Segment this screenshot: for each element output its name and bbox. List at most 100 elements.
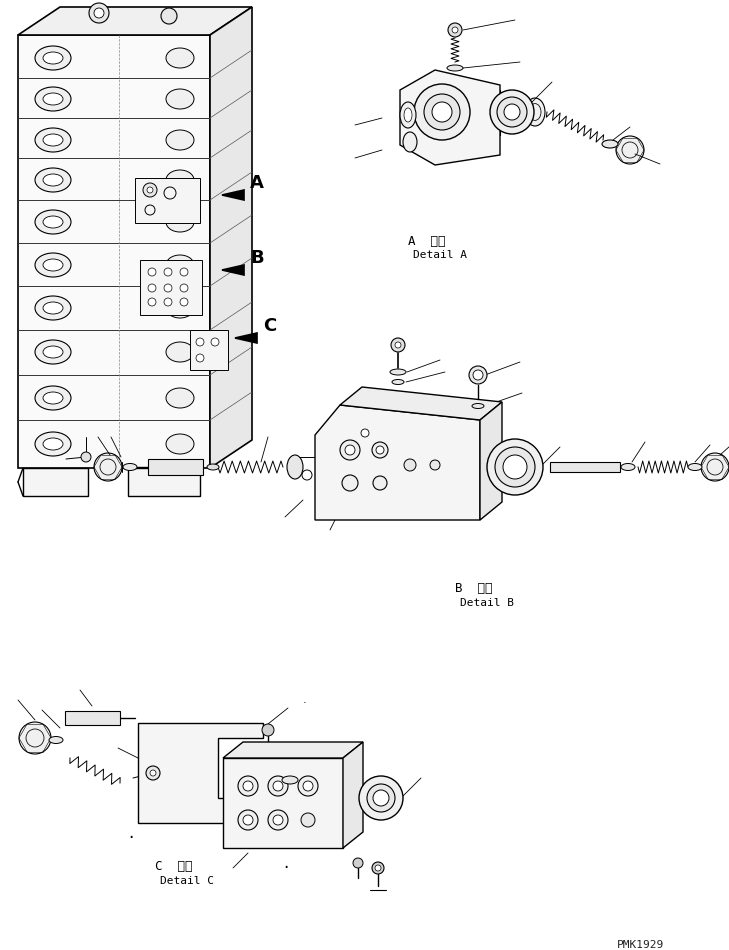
Text: ·: · <box>303 698 307 708</box>
Circle shape <box>243 781 253 791</box>
Circle shape <box>372 862 384 874</box>
Ellipse shape <box>392 379 404 385</box>
Ellipse shape <box>35 340 71 364</box>
Text: B  詳細: B 詳細 <box>455 582 493 595</box>
Ellipse shape <box>166 255 194 275</box>
Circle shape <box>143 183 157 197</box>
Circle shape <box>164 268 172 276</box>
Circle shape <box>616 136 644 164</box>
Ellipse shape <box>390 369 406 375</box>
Circle shape <box>361 429 369 437</box>
Ellipse shape <box>43 216 63 228</box>
Circle shape <box>238 810 258 830</box>
Text: PMK1929: PMK1929 <box>617 940 664 950</box>
Ellipse shape <box>35 386 71 410</box>
Polygon shape <box>140 260 202 315</box>
Ellipse shape <box>602 140 618 148</box>
Circle shape <box>146 766 160 780</box>
Bar <box>550 462 620 472</box>
Bar <box>65 711 120 725</box>
Text: ·: · <box>128 829 133 847</box>
Ellipse shape <box>447 65 463 71</box>
Circle shape <box>503 455 527 479</box>
Circle shape <box>164 298 172 306</box>
Circle shape <box>19 722 51 754</box>
Circle shape <box>302 470 312 480</box>
Circle shape <box>196 354 204 362</box>
Ellipse shape <box>403 132 417 152</box>
Circle shape <box>94 453 122 481</box>
Text: A  詳細: A 詳細 <box>408 235 445 248</box>
Ellipse shape <box>166 130 194 150</box>
Ellipse shape <box>49 736 63 744</box>
Ellipse shape <box>207 464 219 470</box>
Circle shape <box>268 810 288 830</box>
Ellipse shape <box>166 48 194 68</box>
Circle shape <box>497 97 527 127</box>
Ellipse shape <box>35 87 71 111</box>
Polygon shape <box>18 7 252 35</box>
Circle shape <box>452 27 458 33</box>
Ellipse shape <box>166 89 194 109</box>
Text: B: B <box>250 249 264 267</box>
Circle shape <box>148 298 156 306</box>
Circle shape <box>376 446 384 454</box>
Circle shape <box>298 776 318 796</box>
Ellipse shape <box>166 434 194 454</box>
Ellipse shape <box>43 259 63 271</box>
Circle shape <box>424 94 460 130</box>
Polygon shape <box>400 70 500 165</box>
Polygon shape <box>190 330 228 370</box>
Polygon shape <box>135 178 200 223</box>
Ellipse shape <box>35 128 71 152</box>
Bar <box>148 459 203 475</box>
Circle shape <box>372 442 388 458</box>
Circle shape <box>180 268 188 276</box>
Polygon shape <box>222 265 244 275</box>
Circle shape <box>273 781 283 791</box>
Circle shape <box>353 858 363 868</box>
Circle shape <box>340 440 360 460</box>
Circle shape <box>238 776 258 796</box>
Circle shape <box>404 459 416 471</box>
Text: Detail C: Detail C <box>160 876 214 886</box>
Circle shape <box>469 366 487 384</box>
Circle shape <box>301 813 315 827</box>
Circle shape <box>148 284 156 292</box>
Polygon shape <box>23 468 88 496</box>
Circle shape <box>81 452 91 462</box>
Circle shape <box>342 475 358 491</box>
Circle shape <box>367 784 395 812</box>
Ellipse shape <box>282 776 298 784</box>
Ellipse shape <box>43 438 63 450</box>
Circle shape <box>473 370 483 380</box>
Polygon shape <box>210 7 252 468</box>
Circle shape <box>148 268 156 276</box>
Ellipse shape <box>287 455 303 479</box>
Polygon shape <box>223 742 363 758</box>
Ellipse shape <box>35 253 71 277</box>
Text: A: A <box>250 174 264 192</box>
Ellipse shape <box>166 212 194 232</box>
Circle shape <box>147 187 153 193</box>
Ellipse shape <box>35 432 71 456</box>
Circle shape <box>161 8 177 24</box>
Ellipse shape <box>621 464 635 470</box>
Circle shape <box>94 8 104 18</box>
Polygon shape <box>223 758 343 848</box>
Circle shape <box>432 102 452 122</box>
Ellipse shape <box>472 404 484 408</box>
Circle shape <box>150 770 156 776</box>
Circle shape <box>391 338 405 352</box>
Polygon shape <box>222 190 244 200</box>
Circle shape <box>164 284 172 292</box>
Ellipse shape <box>43 52 63 64</box>
Circle shape <box>196 338 204 346</box>
Ellipse shape <box>166 388 194 408</box>
Circle shape <box>490 90 534 134</box>
Circle shape <box>495 447 535 487</box>
Ellipse shape <box>525 98 545 126</box>
Circle shape <box>303 781 313 791</box>
Circle shape <box>273 815 283 825</box>
Text: C  詳細: C 詳細 <box>155 860 192 873</box>
